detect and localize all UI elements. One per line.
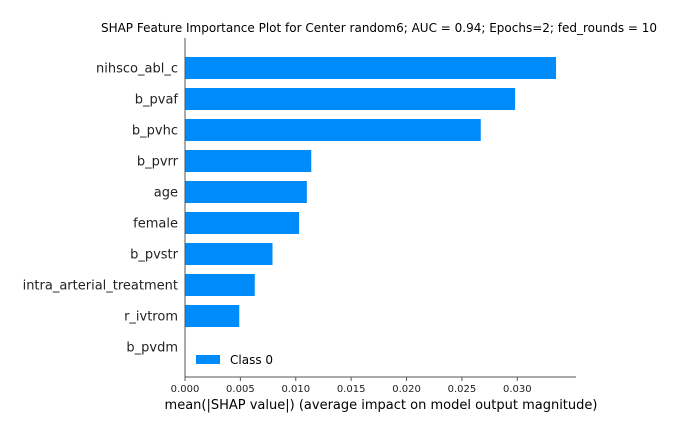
x-tick-label: 0.020 xyxy=(392,384,421,395)
bars-group xyxy=(185,57,557,327)
x-axis-label: mean(|SHAP value|) (average impact on mo… xyxy=(165,398,598,413)
bar-nihsco_abl_c xyxy=(185,57,557,79)
x-tick-label: 0.015 xyxy=(337,384,366,395)
bar-b_pvstr xyxy=(185,243,273,265)
chart-title: SHAP Feature Importance Plot for Center … xyxy=(101,21,657,35)
y-label-female: female xyxy=(133,217,178,232)
x-tick-label: 0.030 xyxy=(503,384,532,395)
bar-b_pvhc xyxy=(185,119,481,141)
bar-b_pvaf xyxy=(185,88,516,110)
bar-female xyxy=(185,212,300,234)
legend: Class 0 xyxy=(196,353,273,367)
y-label-r_ivtrom: r_ivtrom xyxy=(124,310,178,325)
x-tick-label: 0.000 xyxy=(171,384,200,395)
x-tick-label: 0.025 xyxy=(448,384,477,395)
bar-age xyxy=(185,181,307,203)
y-label-intra_arterial_treatment: intra_arterial_treatment xyxy=(23,279,178,294)
x-tick-label: 0.010 xyxy=(281,384,310,395)
y-label-age: age xyxy=(154,186,178,201)
y-label-b_pvaf: b_pvaf xyxy=(135,93,179,108)
y-label-b_pvrr: b_pvrr xyxy=(137,155,179,170)
bar-intra_arterial_treatment xyxy=(185,274,255,296)
legend-swatch-class-0 xyxy=(196,355,220,364)
bar-r_ivtrom xyxy=(185,305,240,327)
y-label-b_pvhc: b_pvhc xyxy=(132,124,178,139)
bar-b_pvrr xyxy=(185,150,312,172)
x-tick-label: 0.005 xyxy=(226,384,255,395)
legend-label-class-0: Class 0 xyxy=(230,353,273,367)
y-label-b_pvstr: b_pvstr xyxy=(130,248,179,263)
y-label-nihsco_abl_c: nihsco_abl_c xyxy=(96,62,178,77)
x-axis-ticks: 0.000 0.005 0.010 0.015 0.020 0.025 0.030 xyxy=(171,377,532,395)
y-label-b_pvdm: b_pvdm xyxy=(126,341,178,356)
